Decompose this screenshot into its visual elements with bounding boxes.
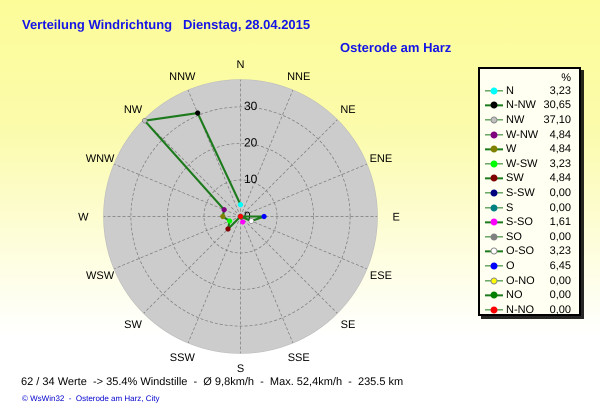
svg-text:NW: NW [124, 104, 143, 116]
svg-text:30: 30 [244, 99, 258, 113]
svg-text:NNW: NNW [169, 71, 196, 83]
svg-text:N: N [237, 59, 245, 71]
svg-text:ESE: ESE [370, 270, 392, 282]
svg-text:SE: SE [341, 319, 356, 331]
svg-text:ENE: ENE [370, 153, 393, 165]
svg-text:S: S [237, 363, 244, 375]
svg-text:WSW: WSW [86, 270, 115, 282]
svg-text:E: E [393, 212, 400, 224]
svg-text:SSE: SSE [288, 352, 310, 364]
svg-text:10: 10 [244, 172, 258, 186]
svg-text:SW: SW [124, 319, 142, 331]
svg-text:SSW: SSW [170, 352, 196, 364]
svg-text:W: W [78, 212, 89, 224]
svg-text:20: 20 [244, 136, 258, 150]
svg-text:NE: NE [340, 104, 355, 116]
svg-text:WNW: WNW [86, 153, 115, 165]
svg-text:NNE: NNE [287, 71, 310, 83]
